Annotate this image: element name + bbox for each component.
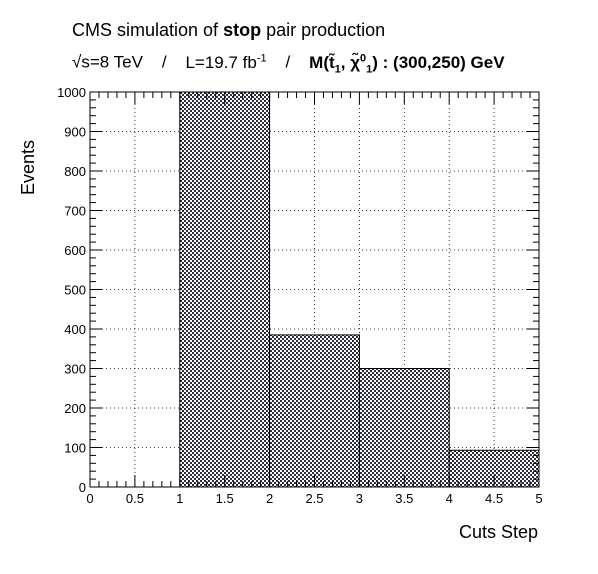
mass-point-label: M(t̃1, χ̃01) : (300,250) GeV [309, 52, 505, 76]
chart-title: CMS simulation of stop pair production [72, 20, 386, 40]
y-tick-label: 600 [64, 243, 86, 258]
x-axis-label: Cuts Step [458, 522, 538, 542]
x-tick-label: 3 [356, 491, 363, 506]
x-tick-label: 0 [86, 491, 93, 506]
lumi-label: L=19.7 fb-1 [185, 52, 267, 72]
x-tick-label: 1.5 [216, 491, 234, 506]
y-tick-label: 200 [64, 401, 86, 416]
y-tick-label: 500 [64, 283, 86, 298]
y-tick-label: 800 [64, 164, 86, 179]
x-tick-label: 4.5 [485, 491, 503, 506]
x-tick-label: 2.5 [305, 491, 323, 506]
x-tick-label: 2 [266, 491, 273, 506]
y-tick-label: 1000 [57, 85, 86, 100]
y-tick-label: 100 [64, 441, 86, 456]
x-tick-label: 1 [176, 491, 183, 506]
chart-subtitle: √s=8 TeV / L=19.7 fb-1 / M(t̃1, χ̃01) : … [72, 52, 505, 76]
y-tick-label: 700 [64, 204, 86, 219]
x-tick-label: 0.5 [126, 491, 144, 506]
x-tick-label: 5 [535, 491, 542, 506]
x-tick-label: 3.5 [395, 491, 413, 506]
histogram-bins [179, 91, 540, 488]
y-tick-label: 900 [64, 125, 86, 140]
histogram-bar [269, 334, 360, 488]
y-tick-label: 0 [79, 480, 86, 495]
axes: 0 0.5 1 1.5 2 2.5 3 3.5 4 4.5 5 0 100 200 300 400 500 600… [57, 85, 543, 506]
histogram-bar [358, 368, 450, 488]
y-tick-label: 300 [64, 362, 86, 377]
sqrt-s-label: √s=8 TeV [72, 52, 143, 72]
histogram-bar [179, 91, 271, 488]
y-tick-label: 400 [64, 322, 86, 337]
x-tick-label: 4 [446, 491, 453, 506]
